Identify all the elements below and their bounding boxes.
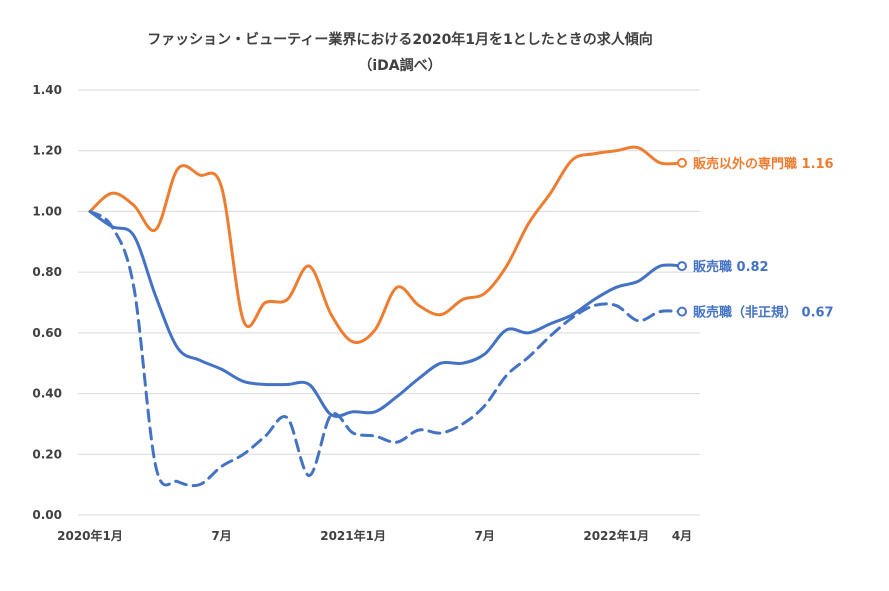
end-marker-1	[677, 261, 687, 272]
series-line-1	[88, 209, 684, 418]
y-tick-label: 1.40	[32, 83, 62, 97]
chart-title: ファッション・ビューティー業界における2020年1月を1としたときの求人傾向	[147, 31, 653, 48]
x-tick-label: 7月	[211, 529, 231, 543]
series-line-0	[88, 145, 684, 345]
y-tick-label: 0.20	[32, 447, 62, 461]
y-tick-label: 0.60	[32, 326, 62, 340]
end-marker-0	[677, 157, 687, 168]
series-end-labels: 販売以外の専門職 1.16 販売職 0.82 販売職（非正規） 0.67	[693, 156, 834, 321]
end-label-1: 販売職 0.82	[693, 259, 769, 275]
y-tick-label: 0.40	[32, 387, 62, 401]
end-label-0: 販売以外の専門職 1.16	[693, 156, 834, 172]
x-tick-label: 2020年1月	[57, 528, 123, 543]
y-tick-label: 1.00	[32, 204, 62, 218]
end-label-2: 販売職（非正規） 0.67	[693, 305, 834, 321]
chart-subtitle: （iDA調べ）	[358, 57, 441, 74]
gridlines	[78, 89, 700, 516]
y-tick-label: 1.20	[32, 144, 62, 158]
end-marker-2	[677, 306, 687, 317]
series-line-2	[88, 209, 684, 488]
series-end-markers	[677, 157, 687, 317]
y-tick-label: 0.80	[32, 265, 62, 279]
y-axis-tick-labels: 0.00 0.20 0.40 0.60 0.80 1.00 1.20 1.40	[32, 83, 62, 522]
x-tick-label: 2022年1月	[583, 528, 649, 543]
x-tick-label: 7月	[474, 529, 494, 543]
x-tick-label: 4月	[672, 529, 692, 543]
series-lines	[88, 145, 684, 488]
y-tick-label: 0.00	[32, 508, 62, 522]
x-axis-tick-labels: 2020年1月 7月 2021年1月 7月 2022年1月 4月	[57, 528, 692, 543]
x-tick-label: 2021年1月	[320, 528, 386, 543]
